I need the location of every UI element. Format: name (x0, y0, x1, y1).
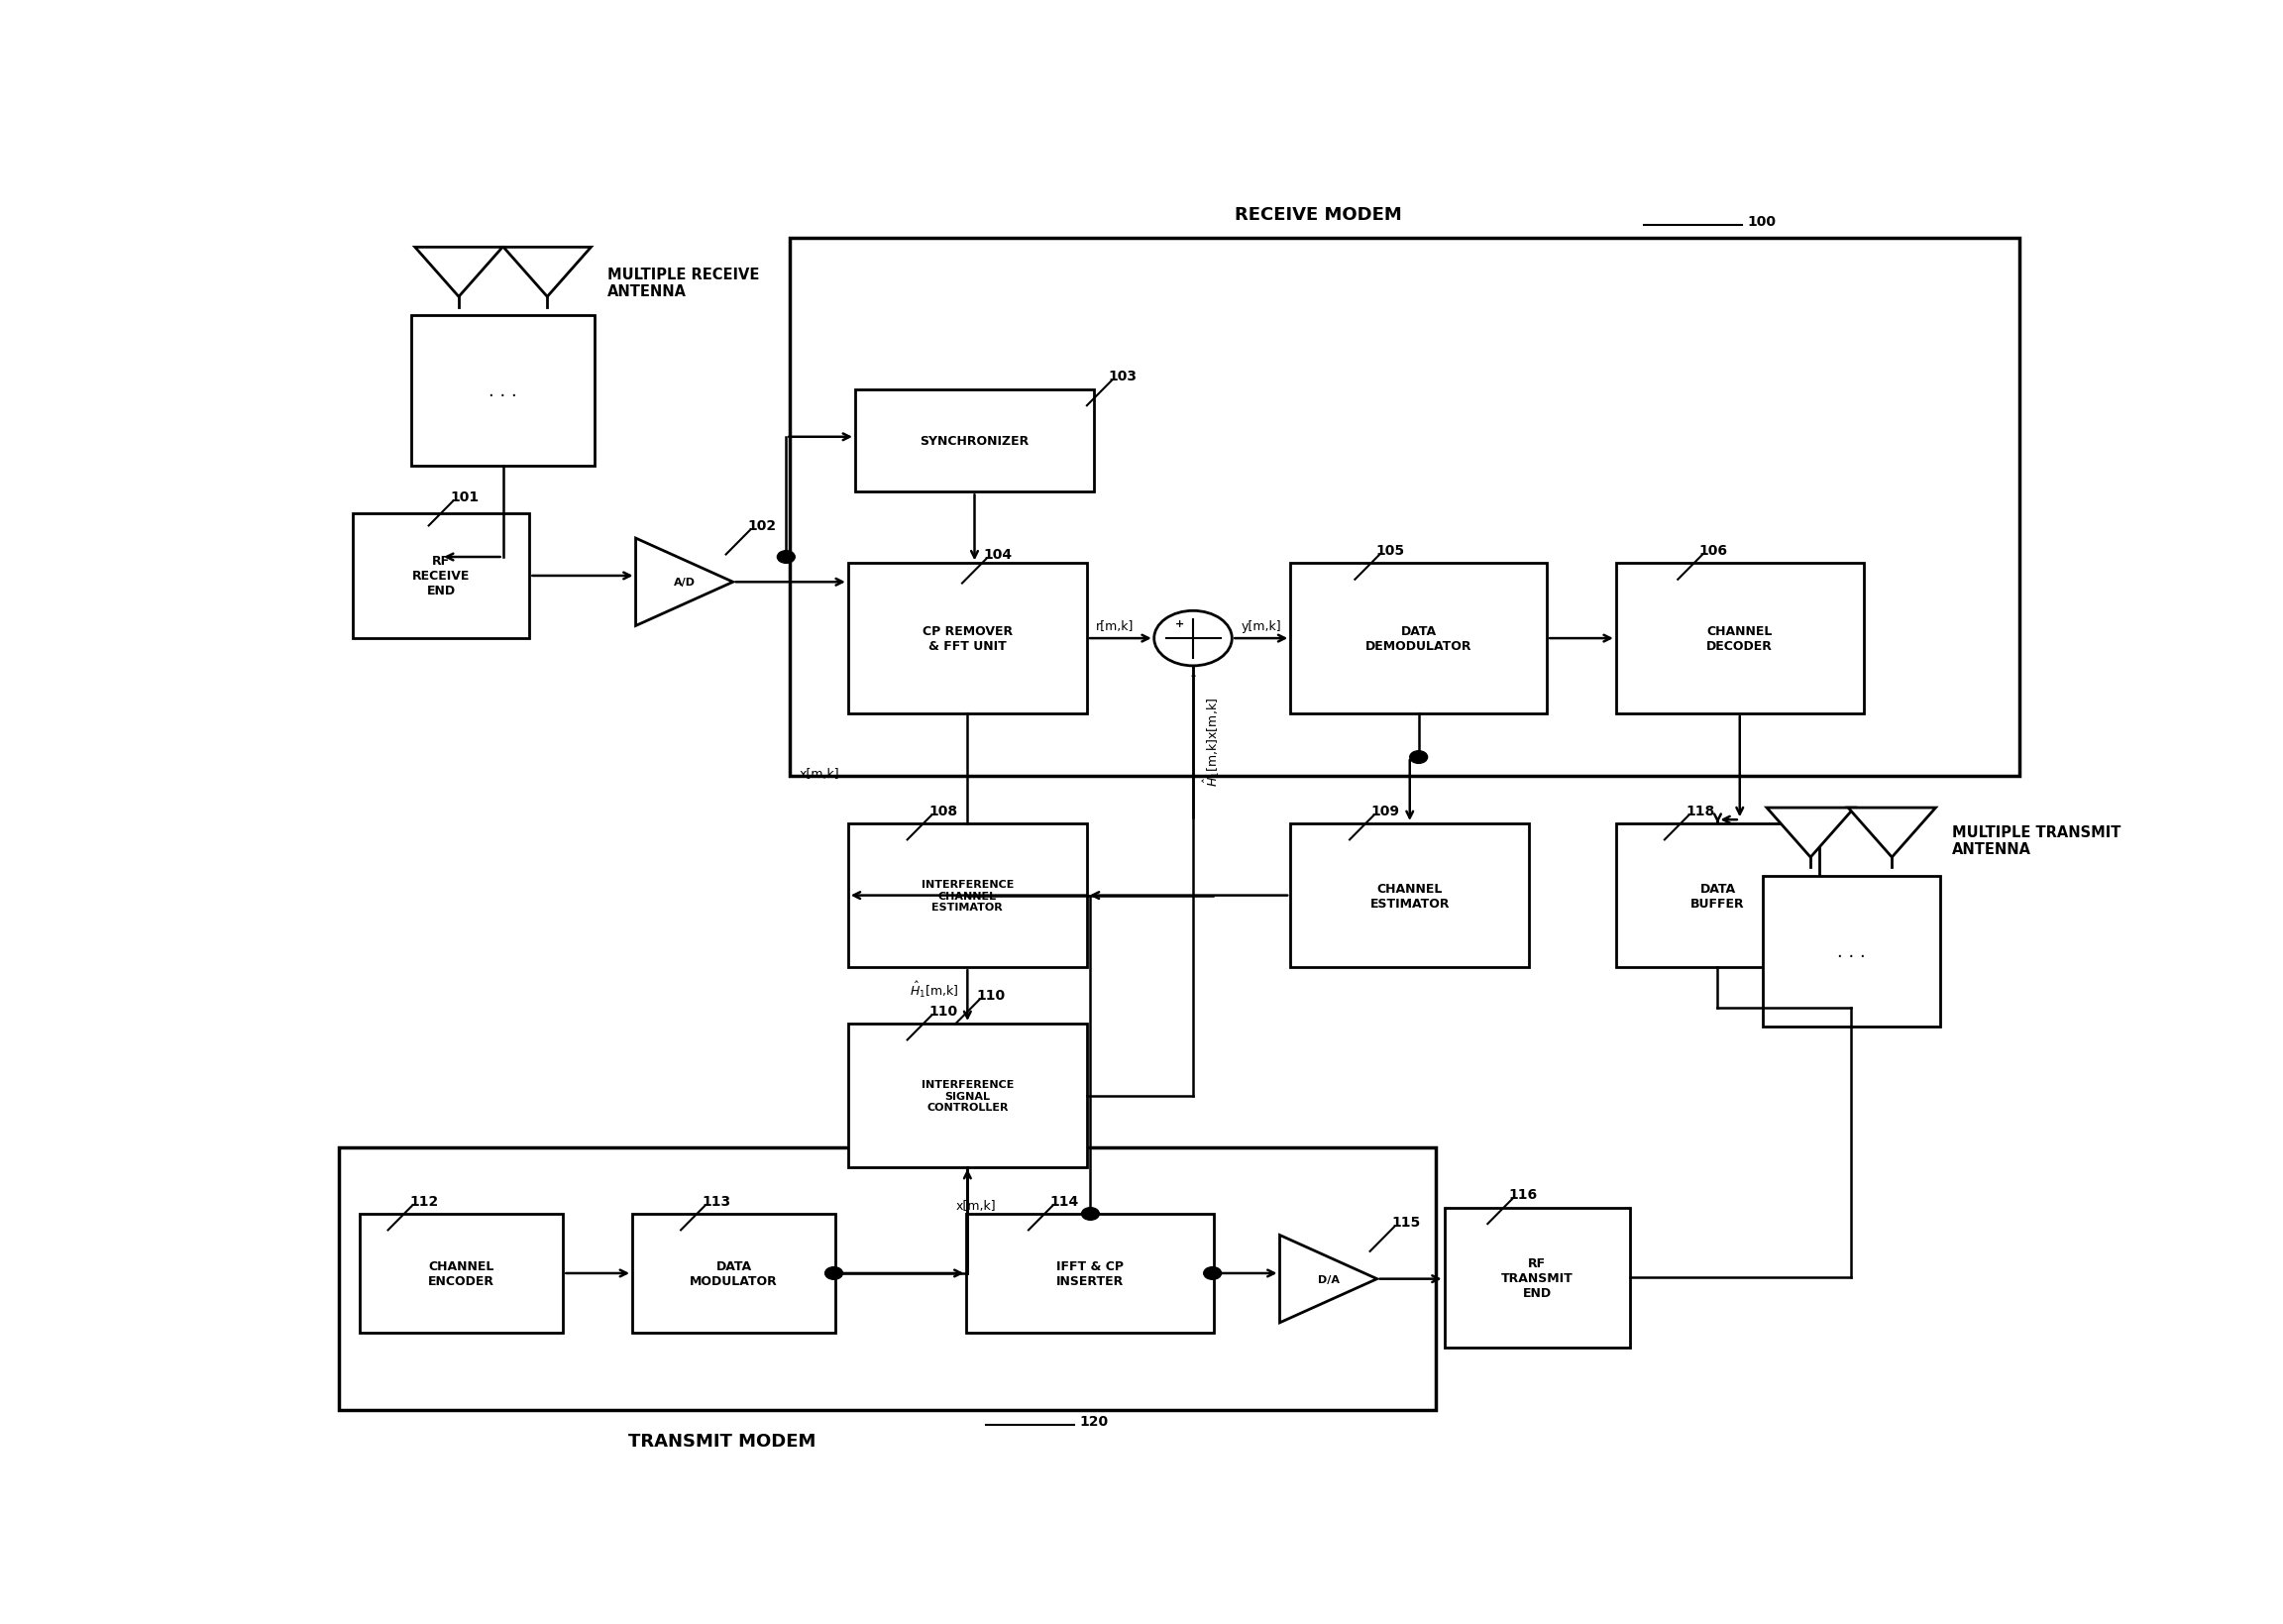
Polygon shape (505, 248, 591, 297)
FancyBboxPatch shape (847, 1025, 1087, 1168)
Text: 113: 113 (703, 1194, 731, 1208)
Text: A/D: A/D (673, 578, 696, 588)
Text: CP REMOVER
& FFT UNIT: CP REMOVER & FFT UNIT (922, 625, 1014, 653)
Text: x[m,k]: x[m,k] (799, 768, 840, 780)
Text: y[m,k]: y[m,k] (1242, 620, 1281, 633)
Text: r[m,k]: r[m,k] (1096, 620, 1135, 633)
Text: INTERFERENCE
SIGNAL
CONTROLLER: INTERFERENCE SIGNAL CONTROLLER (920, 1080, 1014, 1112)
FancyBboxPatch shape (856, 390, 1094, 492)
Text: 106: 106 (1699, 544, 1728, 557)
Text: -: - (1189, 669, 1196, 682)
FancyBboxPatch shape (632, 1215, 836, 1333)
Text: CHANNEL
ESTIMATOR: CHANNEL ESTIMATOR (1370, 882, 1450, 909)
Polygon shape (1767, 809, 1854, 857)
Text: 120: 120 (1080, 1415, 1107, 1427)
FancyBboxPatch shape (1762, 877, 1941, 1026)
Text: 115: 115 (1390, 1215, 1420, 1229)
Text: CHANNEL
ENCODER: CHANNEL ENCODER (429, 1260, 495, 1288)
Text: MULTIPLE RECEIVE
ANTENNA: MULTIPLE RECEIVE ANTENNA (607, 268, 758, 299)
FancyBboxPatch shape (847, 823, 1087, 968)
Text: RECEIVE MODEM: RECEIVE MODEM (1235, 206, 1402, 224)
Text: x[m,k]: x[m,k] (957, 1199, 995, 1212)
Polygon shape (635, 539, 733, 627)
Circle shape (1155, 611, 1233, 666)
Text: 108: 108 (929, 804, 957, 817)
FancyBboxPatch shape (1616, 823, 1820, 968)
Text: . . .: . . . (1838, 942, 1865, 960)
Circle shape (776, 551, 794, 564)
Polygon shape (1281, 1236, 1377, 1324)
Text: DATA
BUFFER: DATA BUFFER (1692, 882, 1744, 909)
Polygon shape (1849, 809, 1936, 857)
FancyBboxPatch shape (1290, 564, 1548, 715)
Text: $\hat{H}_1$[m,k]: $\hat{H}_1$[m,k] (909, 979, 959, 999)
Circle shape (824, 1267, 842, 1280)
Text: +: + (1176, 619, 1185, 628)
Text: IFFT & CP
INSERTER: IFFT & CP INSERTER (1057, 1260, 1123, 1288)
Circle shape (1203, 1267, 1221, 1280)
FancyBboxPatch shape (1290, 823, 1530, 968)
Text: 112: 112 (409, 1194, 438, 1208)
Circle shape (1082, 1208, 1100, 1220)
Text: DATA
DEMODULATOR: DATA DEMODULATOR (1365, 625, 1473, 653)
Text: D/A: D/A (1317, 1275, 1340, 1285)
Text: INTERFERENCE
CHANNEL
ESTIMATOR: INTERFERENCE CHANNEL ESTIMATOR (920, 879, 1014, 913)
Text: 102: 102 (747, 518, 776, 533)
Text: 110: 110 (929, 1004, 957, 1018)
Text: $\hat{H}_1$[m,k]x[m,k]: $\hat{H}_1$[m,k]x[m,k] (1201, 697, 1221, 786)
FancyBboxPatch shape (1445, 1208, 1630, 1348)
Polygon shape (416, 248, 502, 297)
Text: 110: 110 (977, 987, 1005, 1002)
Text: CHANNEL
DECODER: CHANNEL DECODER (1708, 625, 1774, 653)
Text: 116: 116 (1509, 1187, 1539, 1202)
Text: 118: 118 (1685, 804, 1715, 817)
Text: 100: 100 (1746, 214, 1776, 229)
Circle shape (1411, 752, 1427, 763)
Text: MULTIPLE TRANSMIT
ANTENNA: MULTIPLE TRANSMIT ANTENNA (1952, 825, 2121, 857)
Text: 109: 109 (1370, 804, 1399, 817)
Text: 101: 101 (450, 490, 479, 503)
FancyBboxPatch shape (361, 1215, 564, 1333)
Text: DATA
MODULATOR: DATA MODULATOR (689, 1260, 779, 1288)
Text: 105: 105 (1377, 544, 1404, 557)
Text: RF
RECEIVE
END: RF RECEIVE END (413, 555, 470, 598)
Text: 104: 104 (984, 547, 1011, 562)
FancyBboxPatch shape (411, 317, 596, 466)
Text: TRANSMIT MODEM: TRANSMIT MODEM (628, 1432, 817, 1450)
Text: . . .: . . . (489, 382, 518, 400)
FancyBboxPatch shape (352, 513, 530, 638)
FancyBboxPatch shape (966, 1215, 1215, 1333)
Text: RF
TRANSMIT
END: RF TRANSMIT END (1502, 1257, 1573, 1299)
FancyBboxPatch shape (1616, 564, 1863, 715)
Text: 103: 103 (1107, 370, 1137, 383)
FancyBboxPatch shape (847, 564, 1087, 715)
Text: 114: 114 (1050, 1194, 1078, 1208)
Text: SYNCHRONIZER: SYNCHRONIZER (920, 435, 1030, 448)
